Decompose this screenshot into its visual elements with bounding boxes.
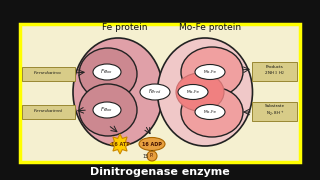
- Ellipse shape: [195, 105, 225, 120]
- Text: $Fe_{ox}$: $Fe_{ox}$: [100, 68, 114, 76]
- Ellipse shape: [139, 138, 165, 150]
- Text: $Ferredoxin_{ox}$: $Ferredoxin_{ox}$: [33, 70, 63, 77]
- Ellipse shape: [93, 102, 121, 118]
- Text: Mo-Fe protein: Mo-Fe protein: [179, 22, 241, 32]
- Ellipse shape: [178, 84, 208, 100]
- FancyBboxPatch shape: [252, 62, 298, 80]
- Text: 16 ATP: 16 ATP: [111, 141, 129, 147]
- Text: 15: 15: [143, 154, 149, 159]
- Ellipse shape: [157, 38, 252, 146]
- Text: Fe protein: Fe protein: [102, 22, 148, 32]
- FancyBboxPatch shape: [252, 102, 298, 120]
- Ellipse shape: [176, 73, 224, 111]
- Ellipse shape: [140, 84, 170, 100]
- Text: Dinitrogenase enzyme: Dinitrogenase enzyme: [90, 167, 230, 177]
- Text: Mo-Fe: Mo-Fe: [204, 110, 217, 114]
- Text: Substrate
N$_2$, 8H$^+$: Substrate N$_2$, 8H$^+$: [265, 104, 285, 118]
- Text: $Ferredoxin_{red}$: $Ferredoxin_{red}$: [33, 108, 63, 115]
- Circle shape: [147, 151, 157, 161]
- Text: $Fe_{red}$: $Fe_{red}$: [148, 87, 162, 96]
- Text: P$_i$: P$_i$: [149, 152, 155, 160]
- FancyBboxPatch shape: [20, 24, 300, 162]
- Ellipse shape: [93, 64, 121, 80]
- Text: $Fe_{ox}$: $Fe_{ox}$: [100, 105, 114, 114]
- Text: Products
2 NH$_3$, H$_2$: Products 2 NH$_3$, H$_2$: [264, 65, 286, 77]
- FancyBboxPatch shape: [21, 66, 75, 80]
- Ellipse shape: [73, 38, 163, 146]
- Text: Mo-Fe: Mo-Fe: [204, 70, 217, 74]
- Ellipse shape: [79, 48, 137, 100]
- Text: Mo-Fe: Mo-Fe: [187, 90, 200, 94]
- Ellipse shape: [181, 47, 243, 97]
- FancyBboxPatch shape: [21, 105, 75, 118]
- Polygon shape: [110, 134, 130, 154]
- Ellipse shape: [79, 84, 137, 136]
- Text: 16 ADP: 16 ADP: [142, 141, 162, 147]
- Ellipse shape: [195, 64, 225, 80]
- Ellipse shape: [181, 87, 243, 137]
